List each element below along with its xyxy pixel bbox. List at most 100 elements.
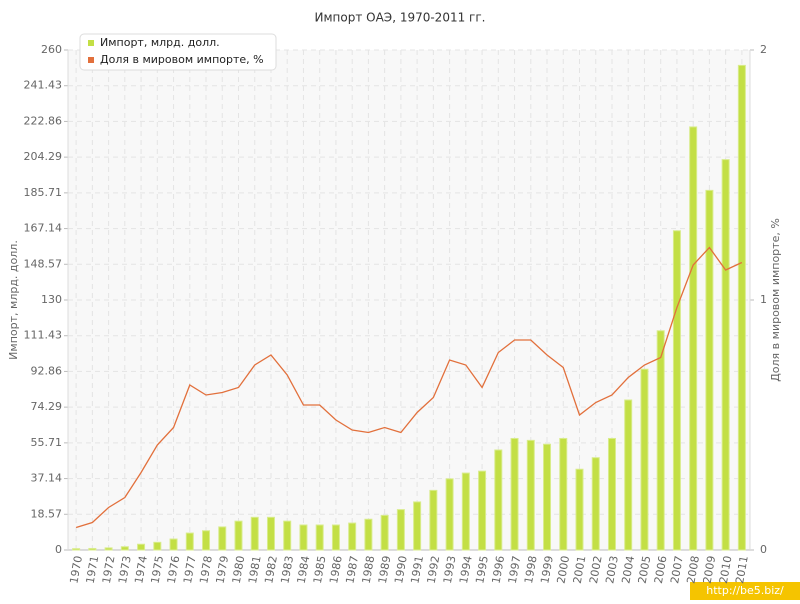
legend-label: Доля в мировом импорте, % xyxy=(100,53,264,66)
x-tick-label: 1972 xyxy=(100,555,118,585)
x-tick-label: 1993 xyxy=(441,555,459,585)
y-axis-label: Импорт, млрд. долл. xyxy=(7,240,20,360)
legend-label: Импорт, млрд. долл. xyxy=(100,36,220,49)
y-tick-label: 111.43 xyxy=(24,329,63,342)
y-tick-label: 148.57 xyxy=(24,257,63,270)
x-tick-label: 1996 xyxy=(490,555,508,585)
x-tick-label: 2001 xyxy=(571,555,589,585)
bar xyxy=(331,524,340,551)
x-tick-label: 1990 xyxy=(392,555,410,585)
bar xyxy=(689,126,698,551)
x-tick-label: 1983 xyxy=(278,555,296,585)
x-tick-label: 2010 xyxy=(717,555,735,585)
legend-swatch xyxy=(88,40,94,46)
x-tick-label: 1978 xyxy=(197,555,215,585)
y2-axis-label: Доля в мировом импорте, % xyxy=(769,218,782,382)
y-tick-label: 241.43 xyxy=(24,79,63,92)
bar xyxy=(575,468,584,551)
x-tick-label: 1999 xyxy=(538,555,556,585)
watermark-box xyxy=(690,582,800,600)
bar xyxy=(88,547,97,551)
bar xyxy=(559,437,568,551)
y-tick-label: 167.14 xyxy=(24,222,63,235)
bar xyxy=(396,509,405,551)
bar xyxy=(543,443,552,551)
y2-tick-label: 1 xyxy=(760,293,767,306)
x-tick-label: 1987 xyxy=(343,555,361,585)
bar xyxy=(234,520,243,551)
x-tick-label: 1982 xyxy=(262,555,280,585)
bar xyxy=(640,368,649,551)
bar xyxy=(526,439,535,551)
x-tick-label: 1998 xyxy=(522,555,540,585)
y-tick-label: 204.29 xyxy=(24,150,63,163)
x-tick-label: 1971 xyxy=(84,555,102,585)
y-tick-label: 74.29 xyxy=(31,400,63,413)
y2-tick-label: 2 xyxy=(760,43,767,56)
x-tick-label: 2008 xyxy=(684,555,702,585)
x-tick-label: 1986 xyxy=(327,555,345,585)
bar xyxy=(380,514,389,551)
bar xyxy=(494,449,503,551)
bar xyxy=(137,543,146,551)
y-tick-label: 222.86 xyxy=(24,114,63,127)
bar xyxy=(721,159,730,551)
bar xyxy=(120,546,129,551)
bar xyxy=(185,532,194,551)
bar xyxy=(429,489,438,551)
x-tick-label: 2003 xyxy=(603,555,621,585)
bar xyxy=(413,501,422,551)
y-tick-label: 0 xyxy=(55,543,62,556)
chart-title: Импорт ОАЭ, 1970-2011 гг. xyxy=(315,11,486,25)
bar xyxy=(624,399,633,551)
bar xyxy=(315,524,324,551)
x-tick-label: 2004 xyxy=(619,555,637,585)
bar xyxy=(348,522,357,551)
x-tick-label: 1974 xyxy=(132,555,150,585)
bar xyxy=(591,457,600,551)
bar xyxy=(364,518,373,551)
watermark: http://be5.biz/ xyxy=(706,584,784,597)
legend-box xyxy=(79,33,277,71)
x-tick-label: 1973 xyxy=(116,555,134,585)
x-tick-label: 1995 xyxy=(473,555,491,585)
y-tick-label: 260 xyxy=(41,43,62,56)
y2-tick-label: 0 xyxy=(760,543,767,556)
x-tick-label: 2011 xyxy=(733,555,751,585)
x-tick-label: 1977 xyxy=(181,555,199,585)
x-tick-label: 2005 xyxy=(636,555,654,585)
x-tick-label: 2002 xyxy=(587,555,605,585)
bar xyxy=(218,526,227,551)
bar xyxy=(266,516,275,551)
x-tick-label: 1979 xyxy=(214,555,232,585)
y-tick-label: 92.86 xyxy=(31,364,63,377)
legend-swatch xyxy=(88,57,94,63)
x-tick-label: 1991 xyxy=(408,555,426,585)
x-tick-label: 1992 xyxy=(425,555,443,585)
bar xyxy=(104,547,113,551)
line xyxy=(75,246,743,529)
x-tick-label: 1980 xyxy=(230,555,248,585)
x-tick-label: 1975 xyxy=(149,555,167,585)
bar xyxy=(510,437,519,551)
bar xyxy=(607,437,616,551)
bar xyxy=(705,189,714,551)
y-tick-label: 185.71 xyxy=(24,186,63,199)
x-tick-label: 1981 xyxy=(246,555,264,585)
bar xyxy=(656,330,665,551)
x-tick-label: 1994 xyxy=(457,555,475,585)
bar xyxy=(299,524,308,551)
x-tick-label: 1997 xyxy=(506,555,524,585)
y-tick-label: 37.14 xyxy=(31,472,63,485)
y-tick-label: 55.71 xyxy=(31,436,63,449)
x-tick-label: 2000 xyxy=(555,555,573,585)
bar xyxy=(153,541,162,551)
bar xyxy=(283,520,292,551)
x-tick-label: 2006 xyxy=(652,555,670,585)
y-tick-label: 18.57 xyxy=(31,507,63,520)
x-tick-label: 2007 xyxy=(668,555,686,585)
bar xyxy=(461,472,470,551)
legend: Импорт, млрд. долл. Доля в мировом импорт… xyxy=(79,33,277,71)
bar xyxy=(72,548,81,551)
